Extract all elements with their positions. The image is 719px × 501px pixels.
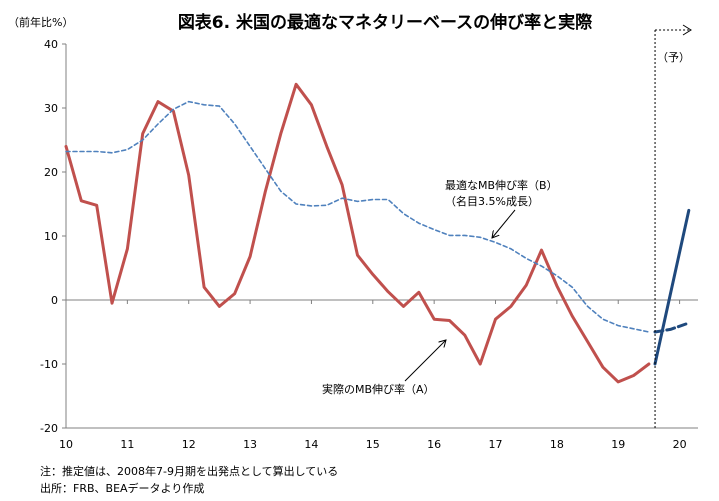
- series-group: [64, 82, 691, 384]
- x-tick-label: 19: [611, 438, 625, 451]
- footer-note: 注：推定値は、2008年7-9月期を出発点として算出している: [40, 465, 339, 478]
- series-line-2: [653, 208, 691, 366]
- x-tick-label: 11: [120, 438, 134, 451]
- y-axis-ticks: 40 30 20 10 0 -10 -20: [40, 38, 66, 435]
- series-line-0: [64, 82, 651, 384]
- y-tick-label: -20: [40, 422, 58, 435]
- y-tick-label: 0: [51, 294, 58, 307]
- annotation-optimal-arrow: [492, 209, 516, 238]
- y-tick-label: 10: [44, 230, 58, 243]
- y-tick-label: 40: [44, 38, 58, 51]
- series-line-3: [653, 321, 691, 334]
- series-line-1: [65, 100, 650, 333]
- y-axis-label: （前年比%）: [8, 15, 73, 29]
- footer-source: 出所：FRB、BEAデータより作成: [40, 482, 205, 495]
- y-tick-label: -10: [40, 358, 58, 371]
- y-tick-label: 30: [44, 102, 58, 115]
- forecast-arrow-head: [682, 24, 692, 36]
- x-axis-ticks: 10 11 12 13 14 15 16 17 18 19 20: [59, 300, 687, 451]
- annotation-optimal-line1: 最適なMB伸び率（B）: [445, 178, 558, 192]
- x-tick-label: 12: [182, 438, 196, 451]
- x-tick-label: 13: [243, 438, 257, 451]
- chart-title: 図表6. 米国の最適なマネタリーベースの伸び率と実際: [178, 12, 593, 33]
- x-tick-label: 18: [550, 438, 564, 451]
- x-tick-label: 10: [59, 438, 73, 451]
- x-tick-label: 20: [673, 438, 687, 451]
- forecast-marker: （予）: [654, 24, 692, 428]
- annotation-actual-arrow: [404, 340, 446, 382]
- x-tick-label: 16: [427, 438, 441, 451]
- annotation-actual: 実際のMB伸び率（A）: [322, 382, 435, 396]
- x-tick-label: 14: [304, 438, 318, 451]
- forecast-label: （予）: [657, 51, 690, 64]
- y-tick-label: 20: [44, 166, 58, 179]
- x-tick-label: 15: [366, 438, 380, 451]
- annotation-optimal-line2: （名目3.5%成長）: [445, 194, 539, 208]
- annotations: 最適なMB伸び率（B） （名目3.5%成長） 実際のMB伸び率（A）: [322, 178, 558, 396]
- x-tick-label: 17: [489, 438, 503, 451]
